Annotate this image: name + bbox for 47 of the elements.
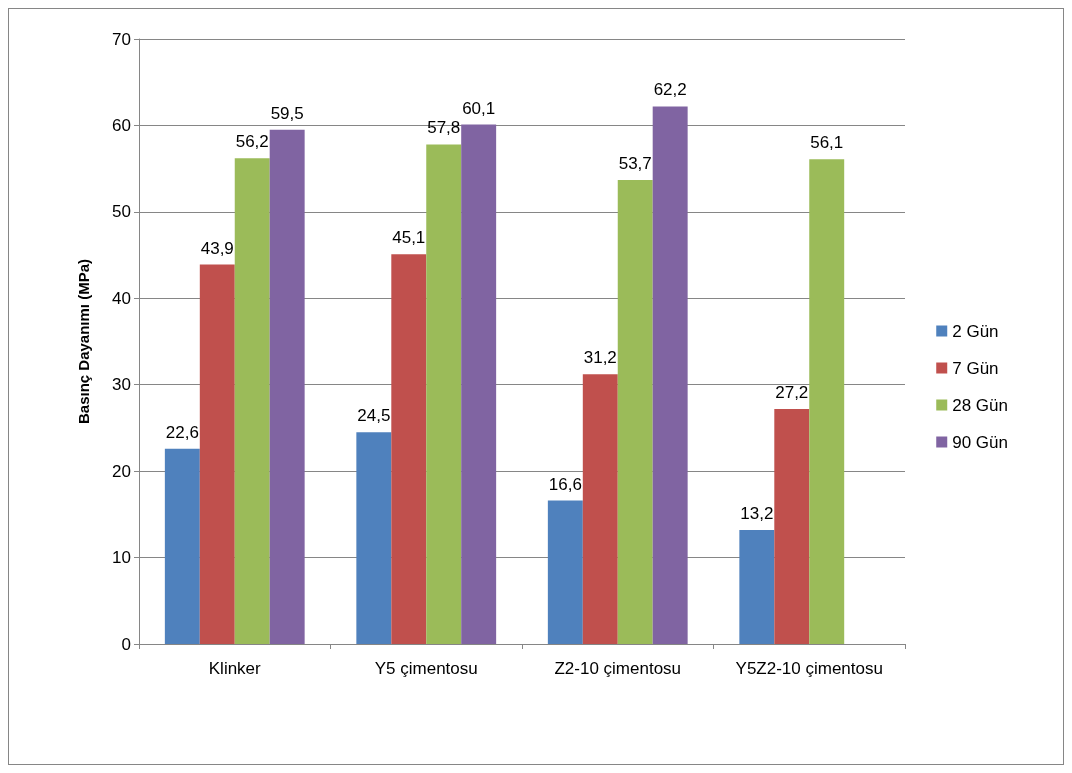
bar bbox=[426, 144, 462, 644]
y-tick-label: 40 bbox=[112, 288, 131, 308]
data-label: 62,2 bbox=[653, 80, 687, 100]
bar bbox=[391, 254, 427, 644]
data-label: 16,6 bbox=[548, 474, 582, 494]
legend-label: 90 Gün bbox=[952, 432, 1008, 452]
bar bbox=[774, 408, 810, 644]
data-label: 43,9 bbox=[200, 238, 234, 258]
data-label: 45,1 bbox=[392, 228, 426, 248]
data-label: 59,5 bbox=[270, 103, 304, 123]
bar bbox=[234, 158, 270, 644]
data-label: 27,2 bbox=[775, 382, 809, 402]
bar bbox=[199, 264, 235, 644]
y-tick-label: 10 bbox=[112, 548, 131, 568]
y-tick-label: 50 bbox=[112, 202, 131, 222]
bar bbox=[739, 529, 775, 644]
y-tick-label: 30 bbox=[112, 375, 131, 395]
data-label: 13,2 bbox=[740, 503, 774, 523]
x-tick-label: Y5Z2-10 çimentosu bbox=[735, 658, 883, 678]
x-tick-label: Z2-10 çimentosu bbox=[554, 658, 682, 678]
y-tick-label: 20 bbox=[112, 461, 131, 481]
data-label: 53,7 bbox=[618, 153, 652, 173]
bar bbox=[809, 159, 845, 644]
data-label: 56,1 bbox=[810, 133, 844, 153]
y-tick-label: 0 bbox=[121, 634, 131, 654]
data-label: 24,5 bbox=[357, 406, 391, 426]
bar bbox=[164, 448, 200, 644]
data-label: 60,1 bbox=[462, 98, 496, 118]
x-tick-label: Y5 çimentosu bbox=[374, 658, 478, 678]
y-tick-label: 60 bbox=[112, 115, 131, 135]
data-label: 31,2 bbox=[583, 348, 617, 368]
y-tick-label: 70 bbox=[112, 29, 131, 49]
y-axis-title: Basınç Dayanımı (MPa) bbox=[75, 258, 92, 425]
legend-label: 28 Gün bbox=[952, 395, 1008, 415]
data-label: 22,6 bbox=[165, 422, 199, 442]
legend-label: 2 Gün bbox=[952, 321, 999, 341]
data-label: 56,2 bbox=[235, 132, 269, 152]
bar bbox=[269, 129, 305, 644]
x-tick-label: Klinker bbox=[208, 658, 262, 678]
bar bbox=[582, 374, 618, 644]
bar bbox=[356, 432, 392, 644]
bar bbox=[652, 106, 688, 644]
bar bbox=[461, 124, 497, 644]
legend-label: 7 Gün bbox=[952, 358, 999, 378]
data-label: 57,8 bbox=[427, 118, 461, 138]
bar bbox=[617, 179, 653, 644]
bar bbox=[547, 500, 583, 644]
